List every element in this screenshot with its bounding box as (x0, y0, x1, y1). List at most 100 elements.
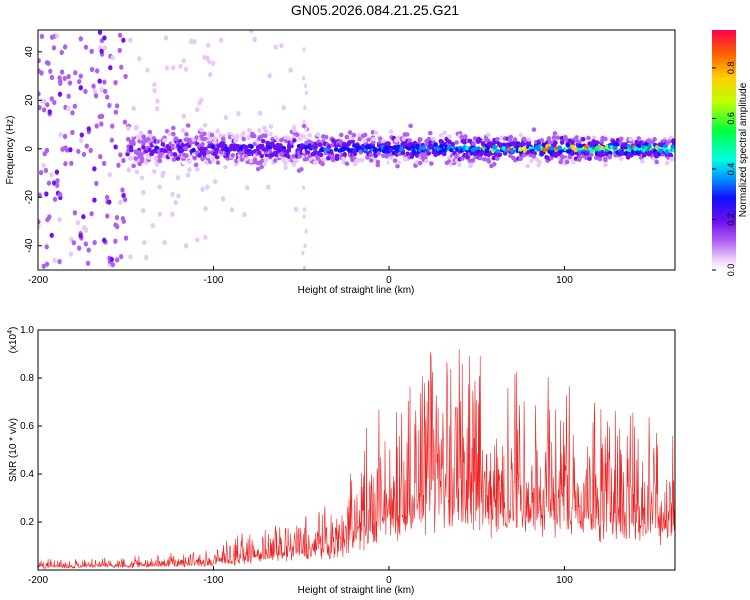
spectrogram-cell (107, 199, 112, 205)
spectrogram-cell (154, 106, 160, 112)
spectrogram-cell (57, 191, 63, 198)
spectrogram-cell (133, 156, 139, 161)
top-y-axis-label: Frequency (Hz) (5, 116, 16, 185)
spectrogram-cell (92, 240, 97, 246)
spectrogram-cell (183, 66, 189, 72)
spectrogram-cell (257, 150, 262, 155)
spectrogram-cell (518, 156, 523, 162)
spectrogram-cell (44, 147, 50, 154)
spectrogram-cell (199, 97, 204, 103)
spectrogram-cell (41, 162, 46, 168)
spectrogram-cell (208, 71, 213, 78)
spectrogram-cell (362, 132, 368, 138)
spectrogram-cell (586, 135, 591, 141)
spectrogram-cell (249, 158, 254, 164)
spectrogram-cell (373, 130, 379, 136)
spectrogram-cell (76, 245, 82, 251)
spectrogram-cell (49, 172, 54, 178)
spectrogram-cell (417, 160, 423, 166)
top-x-tick-label: -100 (203, 275, 223, 286)
spectrogram-cell (426, 136, 432, 142)
bottom-y-tick-label: 0.2 (20, 517, 34, 528)
spectrogram-cell (181, 58, 186, 64)
spectrogram-cell (70, 110, 75, 116)
spectrogram-cell (328, 153, 334, 158)
spectrogram-cell (441, 151, 447, 157)
colorbar-tick-label: 0.0 (726, 264, 736, 277)
spectrogram-cell (667, 152, 673, 158)
spectrogram-cell (200, 186, 205, 192)
spectrogram-cell (78, 36, 83, 42)
spectrogram-cell (571, 159, 576, 165)
spectrogram-cell (471, 141, 476, 146)
spectrogram-cell (122, 197, 128, 203)
spectrogram-cell (341, 156, 346, 161)
spectrogram-cell (272, 158, 278, 163)
spectrogram-cell (78, 233, 83, 239)
spectrogram-cell (160, 52, 165, 58)
spectrogram-cell (78, 137, 84, 143)
spectrogram-cell (638, 140, 644, 146)
spectrogram-cell (211, 86, 216, 92)
spectrogram-cell (116, 162, 121, 168)
spectrogram-cell (347, 130, 353, 135)
spectrogram-cell (346, 141, 352, 147)
spectrogram-cell (41, 107, 47, 113)
spectrogram-cell (225, 153, 230, 158)
spectrogram-cell (633, 146, 638, 152)
spectrogram-cell (373, 148, 378, 154)
spectrogram-cell (350, 139, 355, 144)
spectrogram-cell (486, 132, 491, 138)
spectrogram-cell (266, 184, 271, 190)
spectrogram-cell (83, 241, 89, 247)
snr-frame (37, 329, 676, 571)
spectrogram-cell (577, 154, 583, 160)
spectrogram-cell (76, 78, 82, 85)
spectrogram-cell (179, 148, 185, 154)
spectrogram-cell (44, 191, 49, 197)
spectrogram-cell (388, 160, 394, 166)
spectrogram-cell (565, 142, 571, 148)
bottom-y-tick-label: 1.0 (20, 325, 34, 336)
spectrogram-cell (441, 147, 447, 153)
spectrogram-cell (160, 142, 166, 147)
spectrogram-cell (244, 145, 249, 150)
spectrogram-cell (559, 154, 565, 159)
spectrogram-cell (202, 131, 207, 137)
spectrogram-cell (52, 196, 58, 202)
spectrogram-cell (108, 65, 113, 71)
spectrogram-cell (113, 80, 118, 86)
spectrogram-cells (38, 30, 675, 270)
spectrogram-cell (137, 56, 142, 62)
spectrogram-cell (407, 138, 412, 143)
spectrogram-cell (496, 152, 502, 158)
spectrogram-cell (245, 184, 250, 191)
spectrogram-cell (71, 240, 77, 246)
spectrogram-cell (200, 142, 205, 147)
spectrogram-cell (41, 263, 46, 269)
spectrogram-cell (185, 123, 191, 128)
spectrogram-cell (212, 140, 218, 145)
spectrogram-cell (58, 131, 63, 138)
spectrogram-cell (128, 37, 133, 43)
spectrogram-cell (302, 119, 306, 125)
spectrogram-cell (101, 160, 107, 166)
spectrogram-cell (202, 101, 208, 107)
spectrogram-cell (386, 141, 391, 146)
spectrogram-cell (75, 220, 81, 226)
spectrogram-cell (154, 162, 160, 167)
spectrogram-cell (121, 192, 126, 199)
spectrogram-cell (52, 99, 57, 106)
spectrogram-cell (84, 143, 90, 149)
spectrogram-cell (68, 147, 73, 153)
top-x-tick-label: -200 (28, 275, 48, 286)
spectrogram-cell (199, 146, 205, 151)
spectrogram-cell (110, 262, 116, 268)
spectrogram-cell (594, 140, 600, 145)
spectrogram-cell (450, 141, 456, 147)
spectrogram-cell (173, 136, 179, 142)
spectrogram-cell (357, 136, 362, 142)
spectrogram-cell (292, 138, 297, 143)
spectrogram-cell (475, 138, 481, 144)
spectrogram-cell (294, 158, 299, 164)
